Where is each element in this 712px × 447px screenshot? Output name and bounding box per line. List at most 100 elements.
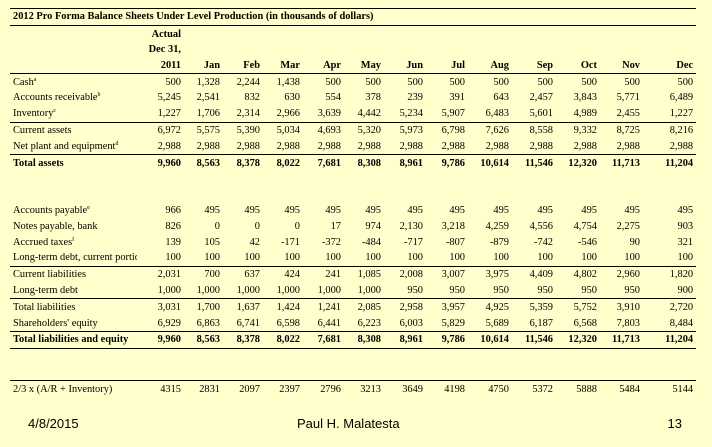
actual-header-line3: 2011 bbox=[137, 57, 184, 75]
table-cell: 6,598 bbox=[263, 315, 303, 332]
table-cell: 2,008 bbox=[384, 265, 426, 283]
table-cell: 2,988 bbox=[600, 138, 643, 156]
table-cell: 637 bbox=[223, 265, 263, 283]
month-header: May bbox=[344, 57, 384, 75]
table-cell: 1,000 bbox=[357, 284, 381, 296]
table-cell: 100 bbox=[581, 252, 597, 264]
table-cell: 2,130 bbox=[399, 220, 423, 232]
table-cell: 950 bbox=[407, 284, 423, 296]
table-cell: 4,442 bbox=[357, 108, 381, 120]
table-cell: 1,000 bbox=[236, 284, 260, 296]
table-cell: 11,204 bbox=[665, 157, 694, 169]
table-cell: 2,988 bbox=[468, 138, 512, 156]
table-cell: 950 bbox=[449, 284, 465, 296]
table-cell: 2,988 bbox=[184, 138, 223, 156]
table-cell: 1,227 bbox=[157, 108, 181, 120]
table-cell: 2,988 bbox=[426, 138, 468, 156]
table-cell: 4,409 bbox=[512, 265, 556, 283]
table-cell: 3,639 bbox=[317, 108, 341, 120]
table-cell: 5888 bbox=[556, 380, 600, 398]
table-cell: 8,563 bbox=[184, 331, 223, 349]
row-label: Current liabilities bbox=[10, 265, 137, 283]
table-cell: 9,960 bbox=[157, 157, 181, 169]
table-cell: 3,218 bbox=[441, 220, 465, 232]
table-cell: 500 bbox=[624, 76, 640, 88]
table-cell: 832 bbox=[244, 92, 260, 104]
table-cell: 100 bbox=[325, 252, 341, 264]
table-cell: 1,637 bbox=[223, 298, 263, 316]
table-cell: 11,546 bbox=[512, 331, 556, 349]
table-cell: 2,720 bbox=[643, 298, 697, 316]
table-cell: 495 bbox=[624, 204, 640, 216]
month-header: Mar bbox=[263, 57, 303, 75]
table-cell: 826 bbox=[165, 220, 181, 232]
table-cell: 2,988 bbox=[512, 138, 556, 156]
table-cell: 5,907 bbox=[441, 108, 465, 120]
table-cell: 5,359 bbox=[512, 298, 556, 316]
month-header: Nov bbox=[600, 57, 643, 75]
table-cell: 500 bbox=[677, 76, 694, 88]
table-cell: 7,681 bbox=[317, 157, 341, 169]
table-cell: 900 bbox=[677, 284, 694, 296]
table-cell: 8,022 bbox=[263, 331, 303, 349]
table-cell: 500 bbox=[407, 76, 423, 88]
row-label: Long-term debt, current portion bbox=[13, 252, 137, 264]
table-cell: 950 bbox=[624, 284, 640, 296]
table-row: Current liabilities 2,031 700 637 424 241 1,08… bbox=[10, 265, 697, 283]
table-cell: 495 bbox=[244, 204, 260, 216]
table-cell: 3,031 bbox=[137, 298, 184, 316]
table-cell: 495 bbox=[407, 204, 423, 216]
table-cell: 500 bbox=[581, 76, 597, 88]
table-cell: 6,863 bbox=[184, 315, 223, 332]
table-row: Inventoryc 1,227 1,706 2,314 2,966 3,639 4,442… bbox=[10, 106, 696, 122]
table-cell: 2397 bbox=[263, 380, 303, 398]
table-cell: 4315 bbox=[137, 380, 184, 398]
footnote-marker: a bbox=[33, 76, 37, 83]
balance-sheet-table: 2012 Pro Forma Balance Sheets Under Leve… bbox=[10, 8, 697, 398]
row-label: Shareholders' equity bbox=[10, 315, 137, 332]
table-cell: 950 bbox=[537, 284, 553, 296]
table-cell: 11,546 bbox=[524, 157, 553, 169]
table-cell: 12,320 bbox=[556, 331, 600, 349]
row-label: Net plant and equipmentd bbox=[10, 138, 137, 156]
table-cell: 5144 bbox=[643, 380, 697, 398]
table-cell: 1,000 bbox=[317, 284, 341, 296]
table-row: Accounts receivableb 5,245 2,541 832 630 554 3… bbox=[10, 90, 696, 106]
table-cell: 2,988 bbox=[643, 138, 697, 156]
table-cell: 90 bbox=[629, 236, 640, 248]
row-label: Accounts payablee bbox=[13, 204, 90, 216]
table-cell: 495 bbox=[677, 204, 694, 216]
table-cell: 8,378 bbox=[236, 157, 260, 169]
table-cell: 11,713 bbox=[600, 331, 643, 349]
table-cell: 2,314 bbox=[236, 108, 260, 120]
table-cell: 500 bbox=[537, 76, 553, 88]
table-cell: 100 bbox=[284, 252, 300, 264]
table-cell: 3649 bbox=[384, 380, 426, 398]
table-cell: 5,689 bbox=[468, 315, 512, 332]
actual-header-line2: Dec 31, bbox=[148, 44, 181, 56]
table-row: Net plant and equipmentd 2,988 2,988 2,988 2… bbox=[10, 138, 697, 156]
table-cell: 6,483 bbox=[485, 108, 509, 120]
table-cell: 5,390 bbox=[223, 121, 263, 139]
table-cell: 700 bbox=[184, 265, 223, 283]
table-cell: 6,929 bbox=[137, 315, 184, 332]
table-cell: 6,568 bbox=[556, 315, 600, 332]
table-cell: 500 bbox=[449, 76, 465, 88]
table-cell: 500 bbox=[165, 76, 181, 88]
table-cell: 1,438 bbox=[276, 76, 300, 88]
table-cell: -742 bbox=[533, 236, 553, 248]
table-cell: 974 bbox=[365, 220, 381, 232]
table-cell: 2,455 bbox=[616, 108, 640, 120]
table-cell: 8,308 bbox=[357, 157, 381, 169]
table-cell: 4,754 bbox=[573, 220, 597, 232]
table-cell: 9,960 bbox=[137, 331, 184, 349]
row-label: Long-term debt bbox=[13, 284, 78, 296]
table-cell: 1,706 bbox=[196, 108, 220, 120]
table-cell: 7,681 bbox=[303, 331, 344, 349]
month-header: Apr bbox=[303, 57, 344, 75]
table-cell: 495 bbox=[284, 204, 300, 216]
table-cell: 3,957 bbox=[426, 298, 468, 316]
table-cell: 8,961 bbox=[399, 157, 423, 169]
table-cell: 391 bbox=[449, 92, 465, 104]
table-cell: 100 bbox=[624, 252, 640, 264]
